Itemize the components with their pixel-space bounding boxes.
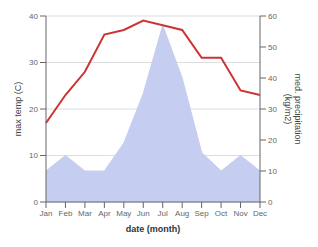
- svg-text:30: 30: [268, 105, 277, 114]
- svg-text:Feb: Feb: [59, 209, 73, 218]
- svg-text:Apr: Apr: [98, 209, 111, 218]
- svg-text:20: 20: [29, 105, 38, 114]
- svg-text:0: 0: [268, 198, 273, 207]
- svg-text:60: 60: [268, 12, 277, 21]
- svg-text:Mar: Mar: [78, 209, 92, 218]
- svg-text:date (month): date (month): [126, 224, 181, 234]
- svg-text:Aug: Aug: [175, 209, 189, 218]
- svg-text:Jun: Jun: [137, 209, 150, 218]
- svg-text:May: May: [116, 209, 131, 218]
- svg-text:max temp (C): max temp (C): [13, 82, 23, 137]
- svg-text:med. precipitation(kg/m2): med. precipitation(kg/m2): [283, 73, 303, 144]
- svg-text:10: 10: [268, 167, 277, 176]
- svg-text:30: 30: [29, 58, 38, 67]
- svg-text:Nov: Nov: [233, 209, 247, 218]
- svg-text:Jul: Jul: [158, 209, 168, 218]
- svg-text:Dec: Dec: [253, 209, 267, 218]
- svg-text:20: 20: [268, 136, 277, 145]
- svg-text:Sep: Sep: [195, 209, 210, 218]
- svg-text:Oct: Oct: [215, 209, 228, 218]
- svg-text:10: 10: [29, 151, 38, 160]
- svg-text:Jan: Jan: [40, 209, 53, 218]
- svg-text:40: 40: [29, 12, 38, 21]
- svg-text:0: 0: [34, 198, 39, 207]
- svg-text:50: 50: [268, 43, 277, 52]
- svg-text:40: 40: [268, 74, 277, 83]
